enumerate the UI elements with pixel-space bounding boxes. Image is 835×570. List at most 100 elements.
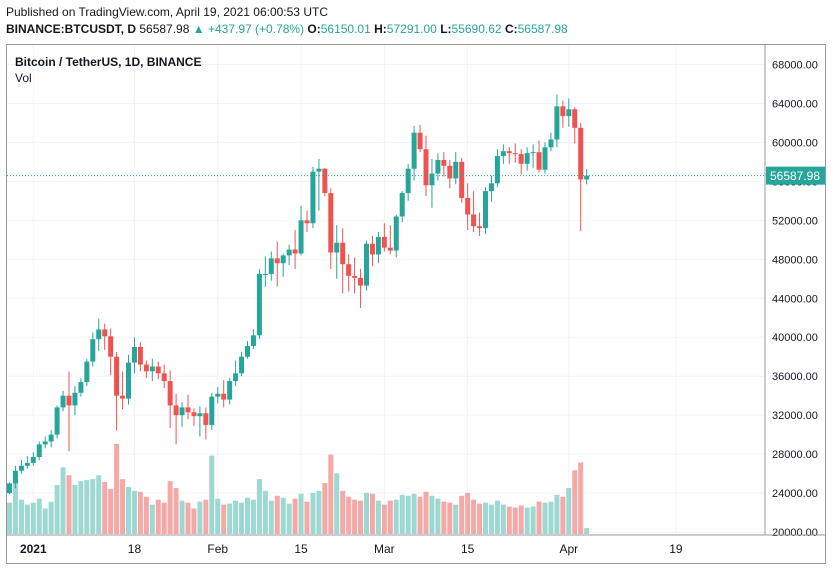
candle-body	[477, 226, 483, 229]
candle-body	[209, 396, 215, 425]
volume-bar	[572, 470, 578, 534]
volume-bar	[191, 508, 197, 534]
candle-body	[465, 197, 471, 215]
volume-bar	[131, 490, 137, 534]
price-tick-label: 32000.00	[772, 410, 818, 422]
price-tick-label: 68000.00	[772, 59, 818, 71]
volume-bar	[471, 499, 477, 534]
candle-body	[126, 362, 131, 399]
candle-body	[584, 175, 590, 180]
candle-body	[179, 407, 185, 416]
candle-body	[215, 393, 221, 397]
price-tick-label: 64000.00	[772, 98, 818, 110]
price-tick-label: 40000.00	[772, 332, 818, 344]
time-tick-label: 18	[128, 542, 142, 556]
volume-bar	[262, 490, 268, 534]
volume-bar	[477, 503, 483, 534]
candle-body	[512, 153, 518, 155]
candle-body	[441, 159, 447, 166]
candle-body	[375, 236, 381, 255]
candle-body	[221, 393, 227, 400]
candle-body	[369, 243, 375, 255]
candle-body	[578, 127, 584, 180]
volume-legend: Vol	[15, 71, 32, 85]
candle-body	[66, 395, 72, 406]
volume-bar	[114, 443, 120, 534]
close-label: C:	[504, 22, 518, 36]
volume-bar	[375, 500, 381, 534]
volume-bar	[173, 487, 179, 534]
volume-bar	[60, 467, 66, 534]
candle-body	[78, 382, 84, 393]
candle-body	[137, 346, 143, 365]
volume-bar	[42, 508, 48, 534]
volume-bar	[66, 475, 72, 534]
volume-bar	[548, 501, 554, 534]
candle-body	[48, 434, 54, 442]
candle-body	[84, 361, 90, 383]
volume-bar	[245, 497, 250, 534]
low-label: L:	[440, 22, 452, 36]
volume-bar	[215, 498, 221, 534]
symbol-label: BINANCE:BTCUSDT, D	[6, 22, 136, 36]
volume-bar	[149, 504, 155, 534]
volume-bar	[453, 504, 459, 534]
volume-bar	[381, 504, 387, 534]
volume-bar	[137, 491, 143, 534]
volume-bar	[429, 495, 435, 534]
candle-body	[274, 258, 280, 264]
volume-bar	[566, 487, 572, 534]
volume-bar	[393, 499, 399, 534]
time-tick-label: 15	[461, 542, 475, 556]
last-price-badge	[766, 166, 825, 185]
volume-bar	[340, 490, 346, 534]
time-tick-label: 19	[669, 542, 683, 556]
candle-body	[471, 214, 477, 227]
candle-body	[560, 106, 566, 117]
volume-bar	[30, 502, 36, 534]
volume-bar	[584, 528, 590, 534]
candle-body	[346, 264, 352, 276]
price-tick-label: 60000.00	[772, 137, 818, 149]
volume-bar	[24, 504, 30, 534]
chart-panel[interactable]	[6, 44, 826, 564]
candle-body	[572, 109, 578, 128]
time-tick-label: 2021	[20, 542, 47, 556]
volume-bar	[364, 492, 369, 534]
candle-body	[381, 236, 387, 248]
volume-bar	[84, 480, 90, 534]
candle-body	[197, 413, 203, 417]
high-value: 57291.00	[386, 22, 437, 36]
candle-body	[185, 407, 191, 413]
volume-bar	[405, 495, 411, 534]
volume-bar	[328, 454, 334, 534]
candle-body	[7, 483, 12, 494]
candle-body	[280, 255, 286, 264]
volume-bar	[542, 502, 548, 534]
volume-bar	[316, 490, 322, 534]
volume-bar	[292, 498, 298, 534]
volume-bar	[209, 455, 215, 534]
candle-body	[12, 470, 18, 484]
candle-body	[30, 457, 36, 463]
volume-bar	[221, 504, 227, 534]
price-tick-label: 24000.00	[772, 488, 818, 500]
volume-bar	[48, 501, 54, 534]
candle-body	[96, 329, 102, 340]
candle-body	[405, 168, 411, 194]
candle-body	[334, 242, 340, 253]
volume-bar	[483, 502, 488, 534]
candle-body	[54, 407, 60, 435]
volume-bar	[268, 500, 274, 534]
volume-bar	[96, 475, 102, 534]
candle-body	[114, 356, 120, 396]
candle-body	[250, 335, 256, 347]
price-tick-label: 44000.00	[772, 293, 818, 305]
candle-body	[483, 191, 488, 229]
volume-bar	[506, 506, 512, 534]
candle-body	[108, 336, 114, 357]
volume-bar	[488, 504, 494, 534]
volume-bar	[435, 498, 441, 534]
volume-bar	[352, 499, 358, 534]
